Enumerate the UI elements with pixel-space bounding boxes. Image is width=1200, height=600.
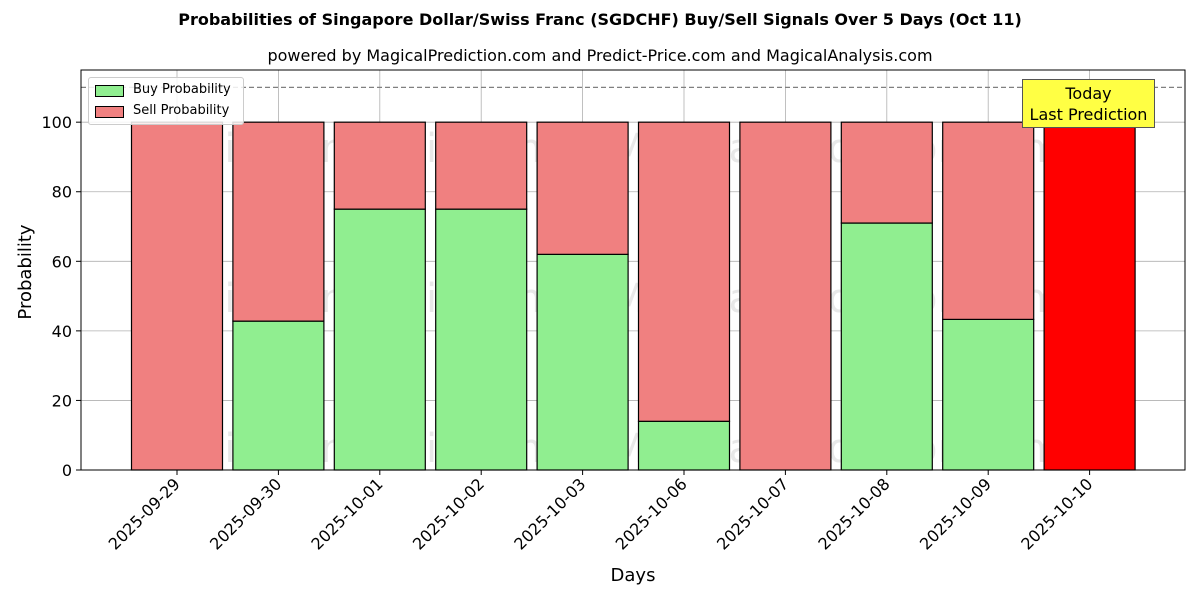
bar-buy — [435, 208, 528, 471]
bar-sell — [942, 121, 1035, 320]
chart-subtitle: powered by MagicalPrediction.com and Pre… — [267, 46, 933, 65]
x-tick-label: 2025-10-06 — [612, 474, 691, 553]
bar-sell — [840, 121, 933, 224]
bars — [130, 121, 1136, 471]
y-tick-label: 40 — [52, 322, 72, 341]
y-tick-label: 100 — [41, 113, 72, 132]
x-tick-label: 2025-10-08 — [814, 474, 893, 553]
x-tick-label: 2025-09-30 — [206, 474, 285, 553]
plot-area — [80, 69, 1186, 471]
x-axis-label: Days — [611, 565, 656, 586]
bar-buy — [637, 420, 731, 471]
legend-label-buy: Buy Probability — [133, 82, 231, 97]
bar-buy — [942, 318, 1035, 471]
y-tick-label: 20 — [52, 391, 72, 410]
bar-buy — [232, 320, 325, 471]
x-tick-label: 2025-10-09 — [916, 474, 995, 553]
legend-swatch-buy — [95, 85, 124, 97]
x-tick-label: 2025-10-03 — [510, 474, 589, 553]
bar-sell — [130, 121, 224, 471]
y-axis-label: Probability — [15, 224, 36, 319]
legend: Buy Probability Sell Probability — [88, 77, 244, 125]
bar-sell — [435, 121, 528, 210]
x-tick-label: 2025-10-10 — [1017, 474, 1096, 553]
x-tick-label: 2025-09-29 — [105, 474, 184, 553]
legend-label-sell: Sell Probability — [133, 103, 230, 118]
bar-buy — [536, 253, 629, 471]
y-tick-label: 60 — [52, 252, 72, 271]
today-annotation: Today Last Prediction — [1022, 79, 1155, 128]
bar-buy — [840, 222, 933, 471]
bar-sell — [232, 121, 325, 322]
bar-sell — [1043, 121, 1136, 471]
x-tick-label: 2025-10-07 — [713, 474, 792, 553]
y-tick-label: 0 — [62, 461, 72, 480]
y-axis-ticks: 0 20 40 60 80 100 — [41, 113, 81, 480]
bar-sell — [333, 121, 426, 210]
y-tick-label: 80 — [52, 183, 72, 202]
x-tick-label: 2025-10-02 — [409, 474, 488, 553]
x-tick-label: 2025-10-01 — [307, 474, 386, 553]
bar-sell — [739, 121, 832, 471]
chart-title: Probabilities of Singapore Dollar/Swiss … — [178, 10, 1022, 29]
bar-sell — [637, 121, 731, 422]
annotation-line-last-prediction: Last Prediction — [1029, 105, 1148, 124]
bar-buy — [333, 208, 426, 471]
legend-swatch-sell — [95, 106, 124, 118]
x-axis-ticks: 2025-09-29 2025-09-30 2025-10-01 2025-10-02… — [105, 470, 1096, 554]
annotation-line-today: Today — [1065, 84, 1112, 103]
bar-sell — [536, 121, 629, 255]
